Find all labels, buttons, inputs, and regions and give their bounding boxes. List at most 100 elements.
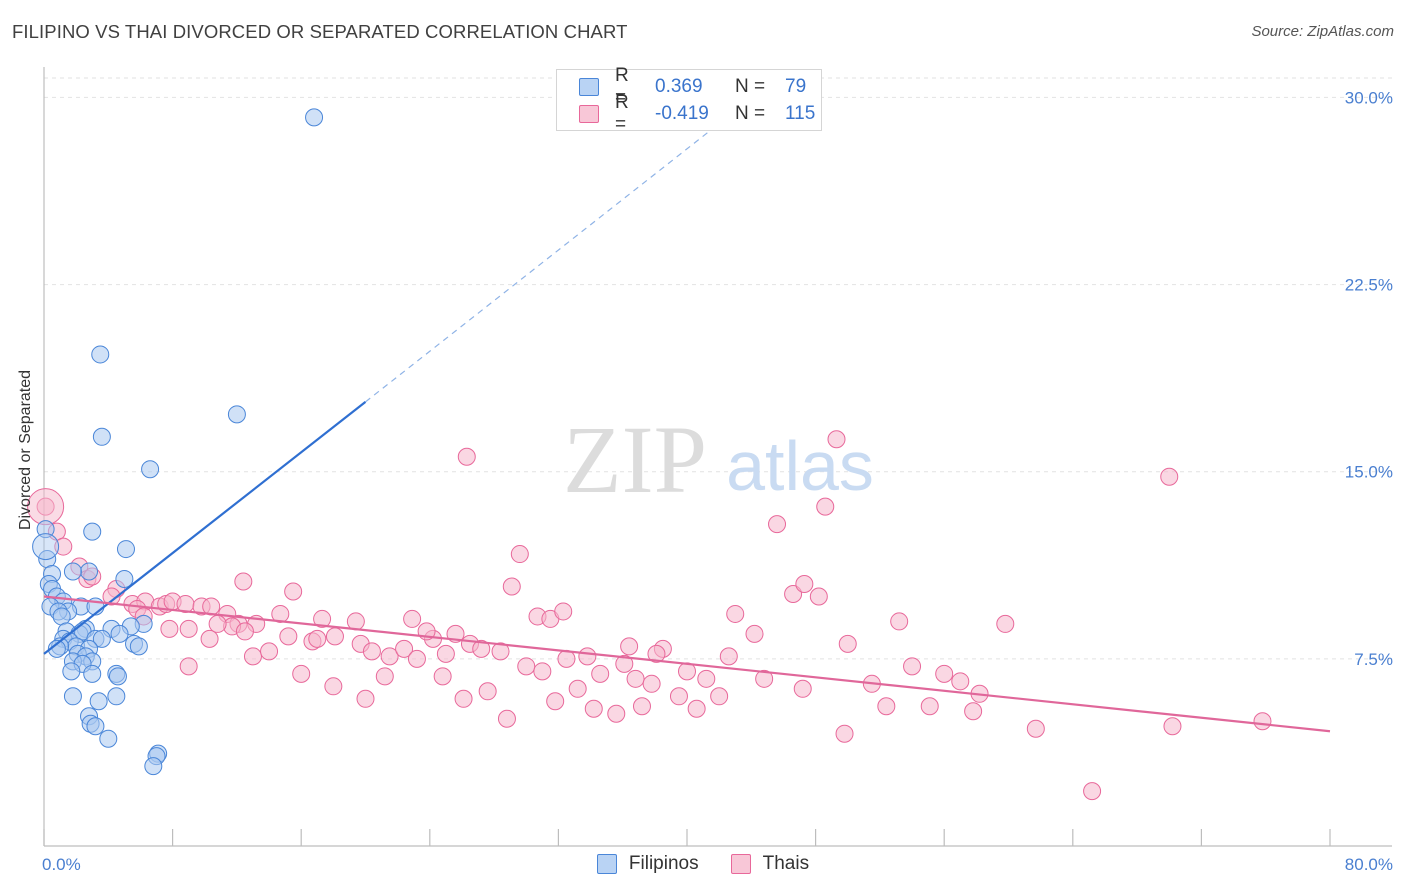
thais-point <box>835 724 854 743</box>
r-label: R = <box>615 92 629 135</box>
legend-swatch-blue <box>579 78 599 96</box>
axes <box>43 67 1392 847</box>
thais-point <box>554 602 573 621</box>
watermark-atlas: atlas <box>726 427 874 505</box>
thais-point <box>324 677 343 696</box>
thais-point <box>1083 782 1102 801</box>
filipinos-point <box>107 687 126 706</box>
thais-point <box>827 430 846 449</box>
filipinos-point <box>115 570 134 589</box>
filipinos-point <box>52 607 71 626</box>
thais-point <box>996 614 1015 633</box>
thais-point <box>533 662 552 681</box>
filipinos-point <box>141 460 160 479</box>
thais-point <box>1163 717 1182 736</box>
thais-point <box>407 649 426 668</box>
legend-label: Filipinos <box>628 853 699 874</box>
y-axis-label: Divorced or Separated <box>17 369 34 531</box>
legend-swatch-pink <box>730 854 751 874</box>
thais-point <box>1253 712 1272 731</box>
thais-point <box>795 575 814 593</box>
filipinos-point <box>144 757 163 776</box>
legend-item-filipinos[interactable]: Filipinos <box>596 853 699 875</box>
filipinos-trend-extension <box>365 129 712 403</box>
thais-point <box>325 627 344 646</box>
legend-row-filipinos: R = 0.369 N = 79 <box>579 65 825 108</box>
thais-point <box>292 664 311 683</box>
y-tick-label: 7.5% <box>1354 650 1393 669</box>
thais-point <box>607 704 626 723</box>
thais-point <box>647 644 666 663</box>
thais-point <box>890 612 909 631</box>
thais-point <box>578 647 597 666</box>
thais-point <box>726 604 745 623</box>
watermark-zip: ZIP <box>563 406 707 513</box>
filipinos-point <box>227 405 246 424</box>
thais-point <box>964 702 983 721</box>
filipinos-point <box>89 692 108 711</box>
thais-point <box>687 699 706 718</box>
chart-title: FILIPINO VS THAI DIVORCED OR SEPARATED C… <box>12 21 628 42</box>
filipinos-point <box>108 667 127 686</box>
thais-point <box>697 669 716 688</box>
x-tick-labels: 0.0% 80.0% <box>42 855 1393 874</box>
thais-point <box>816 497 835 516</box>
filipinos-point <box>86 717 105 736</box>
x-tick-label-min: 0.0% <box>42 855 81 874</box>
thais-point <box>284 582 303 601</box>
y-tick-labels: 7.5% 15.0% 22.5% 30.0% <box>1345 88 1393 668</box>
thais-point <box>497 709 516 728</box>
thais-point <box>745 624 764 643</box>
thais-point <box>208 614 227 633</box>
filipinos-point <box>305 108 324 127</box>
filipinos-point <box>80 562 99 581</box>
thais-point <box>568 679 587 698</box>
thais-point <box>626 669 645 688</box>
thais-point <box>710 687 729 706</box>
filipinos-trend-line <box>43 400 367 655</box>
filipinos-point <box>92 629 111 648</box>
n-label: N = <box>735 76 766 97</box>
thais-trend-line <box>43 595 1331 733</box>
legend-row-thais: R = -0.419 N = 115 <box>579 92 825 135</box>
thais-points <box>27 430 1272 801</box>
thais-point <box>200 629 219 648</box>
thais-point <box>903 657 922 676</box>
thais-point <box>793 679 812 698</box>
r-label: R = <box>615 65 629 108</box>
trend-lines <box>43 129 1331 733</box>
thais-point <box>478 682 497 701</box>
filipinos-point <box>110 624 129 643</box>
thais-point <box>403 609 422 628</box>
thais-point <box>375 667 394 686</box>
filipinos-point <box>83 664 102 683</box>
thais-point <box>755 669 774 688</box>
thais-point <box>179 619 198 638</box>
thais-point <box>436 644 455 663</box>
thais-point <box>102 587 121 606</box>
thais-point <box>491 642 510 661</box>
thais-point <box>308 629 327 648</box>
n-value: 79 <box>785 76 807 97</box>
legend-swatch-blue <box>596 854 617 874</box>
thais-point <box>935 664 954 683</box>
filipinos-point <box>62 662 81 681</box>
x-tick-label-max: 80.0% <box>1345 855 1393 874</box>
thais-point <box>395 639 414 658</box>
filipinos-point <box>91 345 110 364</box>
thais-point <box>380 647 399 666</box>
watermark: ZIP atlas <box>563 406 874 513</box>
thais-point <box>719 647 738 666</box>
thais-point <box>1160 467 1179 486</box>
thais-point <box>768 515 787 534</box>
filipinos-point <box>63 562 82 581</box>
thais-point <box>179 657 198 676</box>
filipinos-points <box>32 108 324 776</box>
y-tick-label: 30.0% <box>1345 88 1393 107</box>
thais-point <box>620 637 639 656</box>
thais-point <box>838 634 857 653</box>
thais-point <box>502 577 521 596</box>
thais-point <box>510 545 529 564</box>
legend-item-thais[interactable]: Thais <box>730 853 809 875</box>
filipinos-point <box>129 637 148 656</box>
